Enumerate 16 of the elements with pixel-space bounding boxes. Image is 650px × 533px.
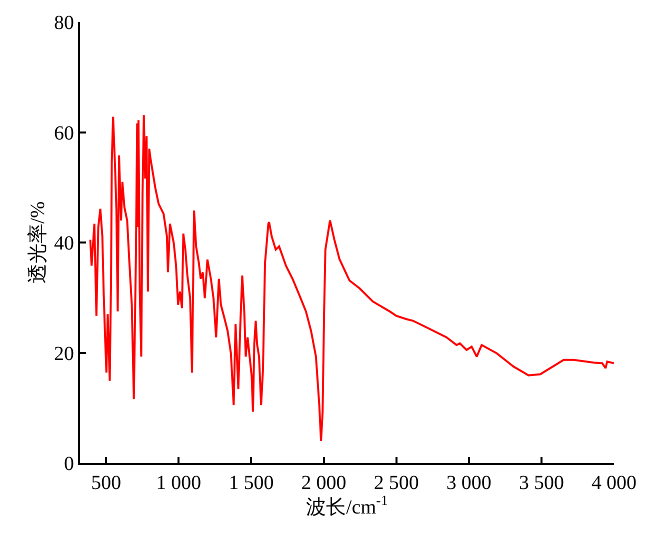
x-tick-label: 1 500 [228,472,274,494]
x-tick-label: 3 500 [518,472,564,494]
y-tick-label: 0 [64,453,74,475]
y-tick-label: 40 [54,232,74,254]
x-tick-label: 2 000 [301,472,346,494]
y-axis-title: 透光率/% [27,201,49,284]
y-tick-label: 60 [54,122,74,144]
x-tick-label: 500 [91,472,122,494]
x-tick-label: 4 000 [592,472,636,494]
x-tick-label: 3 000 [446,472,492,494]
x-axis-title: 波长/cm$^{-1}$ [306,494,388,518]
y-tick-label: 80 [54,12,74,34]
x-tick-label: 2 500 [374,472,419,494]
y-tick-label: 20 [54,342,74,365]
x-tick-label: 1 000 [156,472,202,494]
line-series [89,114,614,442]
